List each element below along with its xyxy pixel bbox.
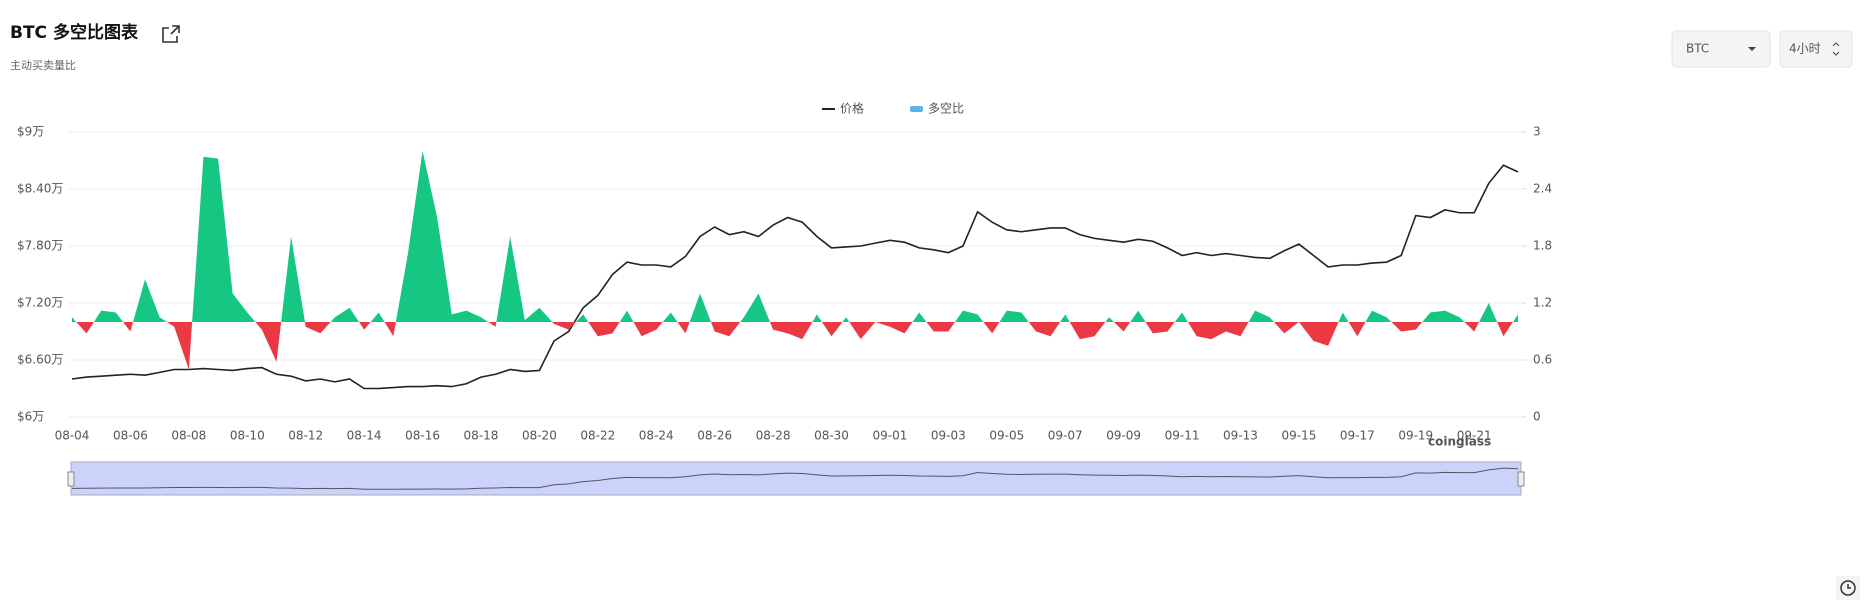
legend-label: 多空比 — [928, 102, 964, 116]
x-tick-label: 09-03 — [931, 429, 966, 443]
symbol-select[interactable]: BTC — [1671, 30, 1771, 68]
x-tick-label: 08-12 — [288, 429, 323, 443]
external-link-icon[interactable] — [162, 25, 180, 43]
y-tick-label: $7.20万 — [17, 296, 63, 310]
legend-label: 价格 — [840, 101, 864, 116]
interval-select[interactable]: 4小时 — [1779, 30, 1853, 68]
y2-tick-label: 3 — [1533, 125, 1541, 139]
y2-tick-label: 0 — [1533, 410, 1541, 424]
x-tick-label: 09-07 — [1048, 429, 1083, 443]
ratio-area-up — [72, 151, 1518, 322]
settings-icon[interactable] — [1836, 576, 1860, 600]
symbol-value: BTC — [1686, 42, 1709, 56]
x-tick-label: 08-28 — [756, 429, 791, 443]
navigator — [70, 461, 1522, 496]
x-tick-label: 08-30 — [814, 429, 849, 443]
y-tick-label: $9万 — [17, 125, 44, 139]
y-tick-label: $7.80万 — [17, 239, 63, 253]
interval-value: 4小时 — [1789, 42, 1821, 56]
chart-subtitle: 主动买卖量比 — [10, 59, 76, 72]
y-tick-label: $6.60万 — [17, 353, 63, 367]
y2-tick-label: 1.8 — [1533, 239, 1552, 253]
ratio-area-down — [72, 322, 1518, 370]
price-line — [71, 164, 1519, 390]
x-tick-label: 09-13 — [1223, 429, 1258, 443]
x-tick-label: 09-21 — [1457, 429, 1492, 443]
y2-tick-label: 2.4 — [1533, 182, 1552, 196]
navigator-handle[interactable] — [67, 471, 75, 487]
x-tick-label: 09-05 — [989, 429, 1024, 443]
chart-title: BTC 多空比图表 — [10, 22, 139, 43]
y-tick-label: $6万 — [17, 410, 44, 424]
x-tick-label: 09-11 — [1165, 429, 1200, 443]
y-tick-label: $8.40万 — [17, 182, 63, 196]
navigator-handle[interactable] — [1517, 471, 1525, 487]
x-tick-label: 09-01 — [873, 429, 908, 443]
navigator-line — [71, 467, 1519, 490]
watermark: coinglass — [1428, 435, 1491, 449]
x-tick-label: 08-14 — [347, 429, 382, 443]
x-tick-label: 08-06 — [113, 429, 148, 443]
x-tick-label: 08-24 — [639, 429, 674, 443]
x-tick-label: 08-10 — [230, 429, 265, 443]
x-tick-label: 08-04 — [55, 429, 90, 443]
x-tick-label: 08-26 — [697, 429, 732, 443]
y2-tick-label: 1.2 — [1533, 296, 1552, 310]
x-tick-label: 09-19 — [1398, 429, 1433, 443]
legend-swatch — [910, 106, 923, 112]
x-tick-label: 08-18 — [464, 429, 499, 443]
x-tick-label: 09-17 — [1340, 429, 1375, 443]
x-tick-label: 08-16 — [405, 429, 440, 443]
x-tick-label: 09-15 — [1281, 429, 1316, 443]
y2-tick-label: 0.6 — [1533, 353, 1552, 367]
x-tick-label: 08-20 — [522, 429, 557, 443]
x-tick-label: 08-08 — [171, 429, 206, 443]
x-tick-label: 09-09 — [1106, 429, 1141, 443]
x-tick-label: 08-22 — [580, 429, 615, 443]
